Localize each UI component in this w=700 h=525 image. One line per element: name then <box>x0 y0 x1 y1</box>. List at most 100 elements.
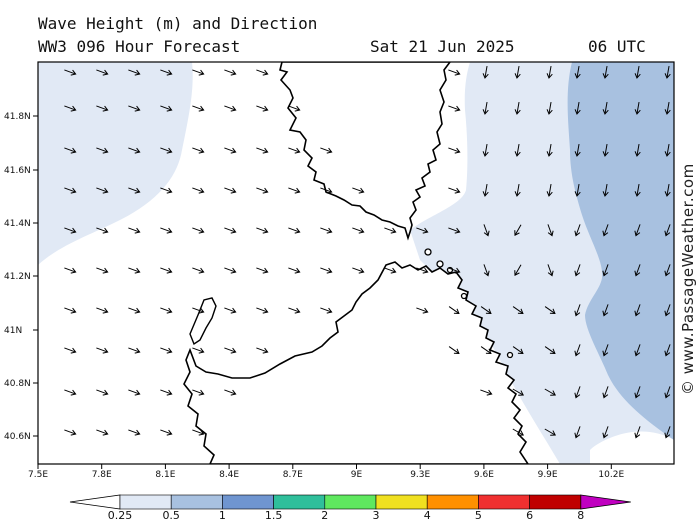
wave-arrow <box>574 344 581 357</box>
wave-arrow <box>256 69 269 76</box>
wave-arrow <box>602 102 609 115</box>
wave-arrow <box>224 347 237 354</box>
wave-arrow <box>574 224 581 237</box>
watermark: © www.PassageWeather.com <box>679 163 697 395</box>
wave-arrow <box>602 224 609 237</box>
wave-arrow <box>128 267 141 274</box>
colorbar-label: 8 <box>577 509 584 522</box>
wave-arrow <box>128 307 141 314</box>
wave-arrow <box>544 388 557 396</box>
wave-arrow <box>192 267 205 274</box>
wave-arrow <box>602 344 609 357</box>
wave-arrow <box>634 184 641 197</box>
east-islet <box>506 351 514 359</box>
wave-arrow <box>192 347 205 354</box>
wave-arrow <box>160 187 173 194</box>
wave-arrow <box>160 147 173 154</box>
wave-arrow <box>224 227 237 234</box>
wave-arrow <box>128 389 141 396</box>
wave-arrow <box>634 426 641 439</box>
wave-arrow <box>574 264 581 277</box>
wave-arrow <box>602 264 609 277</box>
colorbar-max-triangle <box>580 494 631 510</box>
wave-arrow <box>574 144 581 157</box>
wave-arrow <box>664 66 671 79</box>
lon-tick-label: 9.3E <box>410 470 430 480</box>
tavolara-islet <box>460 292 468 300</box>
wave-arrow <box>160 267 173 274</box>
wave-arrow <box>128 69 141 76</box>
wave-arrow <box>224 307 237 314</box>
colorbar-segment <box>529 494 582 510</box>
wave-arrow <box>96 389 109 396</box>
wave-arrow <box>480 389 493 396</box>
wave-arrow <box>160 389 173 396</box>
latitude-axis: 41.8N 41.6N 41.4N 41.2N 41N 40.8N 40.6N <box>4 112 38 442</box>
colorbar-label: 0.5 <box>162 509 180 522</box>
lat-tick-label: 40.8N <box>4 379 31 389</box>
wave-arrow <box>544 306 556 314</box>
lon-tick-label: 7.5E <box>28 470 48 480</box>
wave-arrow <box>448 346 460 354</box>
wave-arrow <box>64 389 77 396</box>
wave-arrow <box>634 304 641 317</box>
wave-arrow <box>448 267 461 274</box>
colorbar-label: 4 <box>424 509 431 522</box>
wave-arrow <box>634 66 641 79</box>
wave-arrow <box>546 144 553 157</box>
wave-arrow <box>192 187 205 194</box>
wave-arrow <box>634 344 641 357</box>
wave-arrow <box>128 429 141 436</box>
wave-arrow <box>664 224 671 237</box>
lat-tick-label: 41.6N <box>4 166 31 176</box>
colorbar-segment <box>478 494 530 510</box>
wave-arrow <box>634 224 641 237</box>
wave-arrow <box>288 307 301 314</box>
lon-tick-label: 7.8E <box>92 470 112 480</box>
wave-arrow <box>514 144 521 157</box>
wave-arrow <box>602 66 609 79</box>
colorbar-segment <box>273 494 326 510</box>
wave-arrow <box>64 429 77 436</box>
wave-arrow <box>574 386 581 399</box>
wave-arrow <box>664 426 671 439</box>
wave-arrow <box>256 307 269 314</box>
wave-arrow <box>547 224 554 237</box>
wave-arrow <box>64 227 77 234</box>
wave-arrow <box>634 144 641 157</box>
wave-arrow <box>574 102 581 115</box>
colorbar-segment <box>375 494 428 510</box>
maddalena-islet-2 <box>436 260 444 268</box>
wave-arrow <box>320 147 333 154</box>
wave-arrow <box>64 307 77 314</box>
wave-arrow <box>288 147 301 154</box>
colorbar-label: 1 <box>219 509 226 522</box>
wave-arrow <box>664 386 671 399</box>
colorbar-label: 2 <box>321 509 328 522</box>
wave-arrow <box>574 184 581 197</box>
wave-arrow <box>96 187 109 194</box>
wave-arrow <box>602 426 609 439</box>
wave-arrow <box>64 69 77 76</box>
colorbar-label: 1.5 <box>265 509 283 522</box>
colorbar-label: 0.25 <box>108 509 133 522</box>
asinara-island <box>189 297 217 346</box>
wave-arrow <box>448 69 461 76</box>
wave-arrow <box>192 227 205 234</box>
wave-arrow <box>483 224 490 237</box>
chart-title: Wave Height (m) and Direction <box>38 14 318 33</box>
wave-arrow <box>664 264 671 277</box>
wave-arrow <box>256 227 269 234</box>
wave-arrow <box>192 147 205 154</box>
wave-arrow <box>256 267 269 274</box>
lat-tick-label: 41.4N <box>4 219 31 229</box>
maddalena-islet-1 <box>424 248 432 256</box>
wave-arrow <box>96 147 109 154</box>
wave-arrow <box>602 144 609 157</box>
chart-subtitle: WW3 096 Hour Forecast <box>38 37 241 56</box>
wave-arrow <box>256 187 269 194</box>
wave-arrow <box>448 187 461 194</box>
wave-arrow <box>416 307 429 314</box>
wave-arrow <box>482 102 489 115</box>
